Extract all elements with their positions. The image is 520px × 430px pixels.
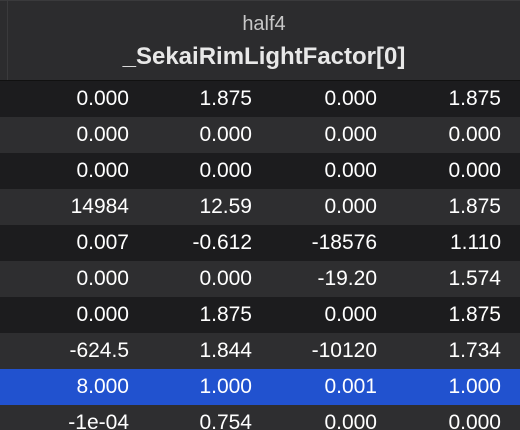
value-x: 0.000 — [76, 87, 129, 110]
value-z: -10120 — [311, 339, 377, 362]
value-w: 1.875 — [448, 303, 501, 326]
column-header[interactable]: half4 _SekaiRimLightFactor[0] — [0, 0, 520, 81]
value-w: 1.734 — [448, 339, 501, 362]
value-x: 0.000 — [76, 159, 129, 182]
value-y: -0.612 — [192, 231, 252, 254]
value-y: 0.000 — [199, 123, 252, 146]
value-y: 1.875 — [199, 87, 252, 110]
value-z: 0.001 — [324, 375, 377, 398]
value-z: 0.000 — [324, 411, 377, 430]
value-w: 1.875 — [448, 195, 501, 218]
value-z: 0.000 — [324, 303, 377, 326]
table-row[interactable]: 0.000 0.000 0.000 0.000 — [0, 117, 520, 153]
value-x: 0.000 — [76, 123, 129, 146]
value-x: -624.5 — [69, 339, 129, 362]
table-row[interactable]: 0.000 0.000 0.000 0.000 — [0, 153, 520, 189]
table-row[interactable]: 0.000 1.875 0.000 1.875 — [0, 81, 520, 117]
table-row-selected[interactable]: 8.000 1.000 0.001 1.000 — [0, 369, 520, 405]
value-y: 0.000 — [199, 267, 252, 290]
value-x: 0.007 — [76, 231, 129, 254]
value-y: 12.59 — [199, 195, 252, 218]
table-row[interactable]: 14984 12.59 0.000 1.875 — [0, 189, 520, 225]
column-type-label: half4 — [242, 13, 286, 35]
table-row[interactable]: 0.007 -0.612 -18576 1.110 — [0, 225, 520, 261]
value-x: -1e-04 — [68, 411, 129, 430]
table-row[interactable]: -624.5 1.844 -10120 1.734 — [0, 333, 520, 369]
value-z: 0.000 — [324, 195, 377, 218]
value-x: 0.000 — [76, 303, 129, 326]
table-row[interactable]: 0.000 1.875 0.000 1.875 — [0, 297, 520, 333]
value-z: -19.20 — [317, 267, 377, 290]
value-w: 1.574 — [448, 267, 501, 290]
value-w: 1.875 — [448, 87, 501, 110]
value-y: 0.000 — [199, 159, 252, 182]
value-y: 0.754 — [199, 411, 252, 430]
value-x: 0.000 — [76, 267, 129, 290]
values-table: 0.000 1.875 0.000 1.875 0.000 0.000 0.00… — [0, 81, 520, 430]
header-left-divider — [0, 0, 8, 80]
value-y: 1.000 — [199, 375, 252, 398]
value-w: 0.000 — [448, 159, 501, 182]
value-w: 0.000 — [448, 411, 501, 430]
column-variable-name: _SekaiRimLightFactor[0] — [122, 43, 406, 70]
value-y: 1.844 — [199, 339, 252, 362]
table-row[interactable]: -1e-04 0.754 0.000 0.000 — [0, 405, 520, 430]
value-z: 0.000 — [324, 159, 377, 182]
value-z: 0.000 — [324, 123, 377, 146]
table-row[interactable]: 0.000 0.000 -19.20 1.574 — [0, 261, 520, 297]
value-w: 1.000 — [448, 375, 501, 398]
value-x: 14984 — [70, 195, 129, 218]
value-z: 0.000 — [324, 87, 377, 110]
value-w: 1.110 — [450, 231, 501, 254]
value-y: 1.875 — [199, 303, 252, 326]
value-x: 8.000 — [76, 375, 129, 398]
value-w: 0.000 — [448, 123, 501, 146]
value-z: -18576 — [311, 231, 377, 254]
header-top-divider — [0, 0, 520, 1]
